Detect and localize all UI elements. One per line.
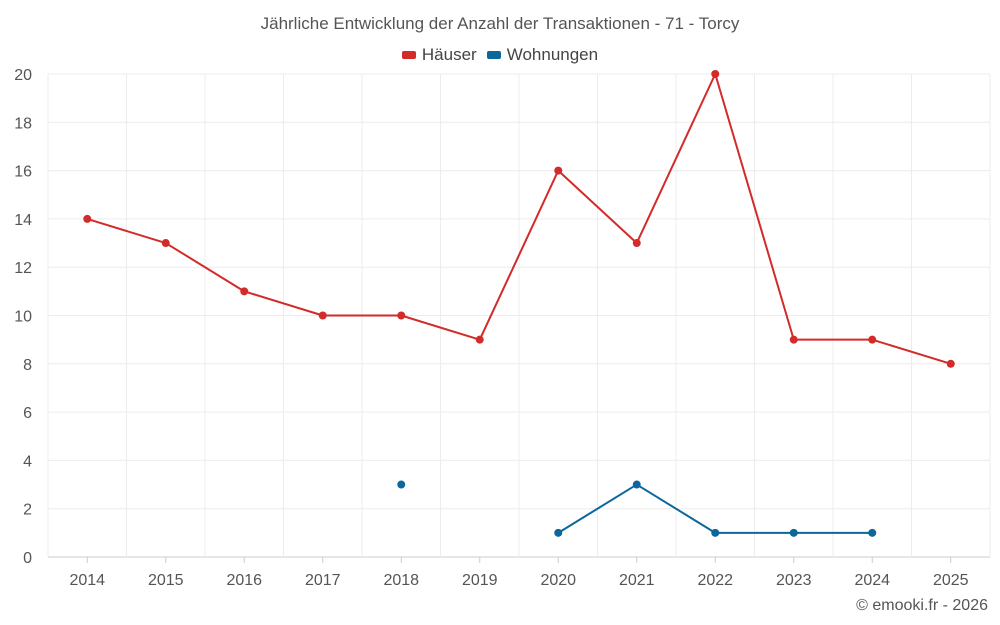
data-point-haeuser [318,311,327,320]
x-tick-label: 2021 [619,572,655,589]
data-point-haeuser [868,335,877,344]
y-tick-label: 20 [14,67,32,84]
x-tick-label: 2023 [776,572,812,589]
legend-item-wohnungen[interactable]: Wohnungen [486,45,599,65]
data-point-wohnungen [711,528,720,537]
data-point-haeuser [711,70,720,78]
x-tick-label: 2015 [148,572,184,589]
y-tick-label: 4 [23,453,32,470]
legend-item-haeuser[interactable]: Häuser [401,45,477,65]
legend-label-haeuser: Häuser [421,45,477,64]
x-tick-label: 2014 [69,572,105,589]
copyright-text: © emooki.fr - 2026 [856,597,988,614]
data-point-haeuser [397,311,406,320]
x-tick-label: 2020 [540,572,576,589]
legend: Häuser Wohnungen [0,45,1000,65]
series-line-haeuser [86,73,952,365]
data-point-wohnungen [868,528,877,537]
x-tick-label: 2018 [383,572,419,589]
data-point-haeuser [554,166,563,175]
y-tick-label: 14 [14,212,32,229]
data-point-haeuser [83,214,92,223]
data-point-haeuser [161,239,170,248]
y-tick-label: 12 [14,260,32,277]
x-tick-label: 2025 [933,572,969,589]
x-tick-label: 2019 [462,572,498,589]
data-point-haeuser [789,335,798,344]
x-tick-label: 2017 [305,572,341,589]
y-tick-label: 18 [14,115,32,132]
data-point-wohnungen [632,480,641,489]
data-point-haeuser [475,335,484,344]
legend-label-wohnungen: Wohnungen [506,45,599,64]
data-point-haeuser [240,287,249,296]
y-tick-label: 10 [14,309,32,326]
data-point-haeuser [632,239,641,248]
y-tick-label: 6 [23,405,32,422]
x-tick-label: 2022 [697,572,733,589]
y-tick-label: 0 [23,550,32,567]
chart-title: Jährliche Entwicklung der Anzahl der Tra… [260,14,740,33]
y-tick-label: 8 [23,357,32,374]
data-point-wohnungen [789,528,798,537]
data-point-haeuser [946,359,955,368]
data-point-wohnungen [397,480,406,489]
y-tick-label: 16 [14,164,32,181]
y-tick-label: 2 [23,502,32,519]
legend-swatch-wohnungen [486,51,501,59]
x-tick-label: 2024 [854,572,890,589]
x-tick-label: 2016 [226,572,262,589]
data-point-wohnungen [554,528,563,537]
legend-swatch-haeuser [401,51,416,59]
